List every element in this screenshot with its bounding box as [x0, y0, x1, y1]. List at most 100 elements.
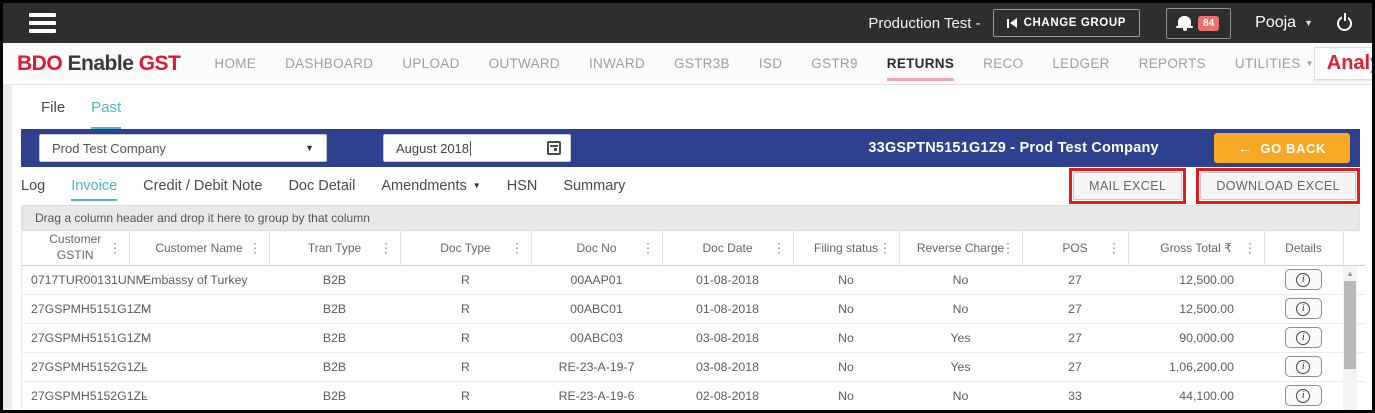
cell-doc-date: 03-08-2018: [662, 323, 793, 353]
column-menu-icon[interactable]: ⋮: [248, 240, 262, 256]
details-button[interactable]: i: [1284, 298, 1322, 319]
tab-past[interactable]: Past: [91, 99, 122, 129]
company-select[interactable]: Prod Test Company ▼: [39, 134, 327, 162]
nav-item-reco[interactable]: RECO: [983, 56, 1024, 71]
nav-item-reports[interactable]: REPORTS: [1138, 56, 1206, 71]
col-header-customer-name[interactable]: Customer Name ⋮: [129, 231, 270, 266]
cell-reverse-charge: No: [899, 381, 1022, 410]
col-header-tran-type[interactable]: Tran Type ⋮: [269, 231, 401, 266]
tab-invoice[interactable]: Invoice: [71, 178, 118, 201]
column-menu-icon[interactable]: ⋮: [878, 240, 892, 256]
table-row[interactable]: 0717TUR00131UNM Embassy of Turkey B2B R …: [22, 265, 1365, 295]
logo-enable: Enable: [67, 51, 134, 75]
tab-summary[interactable]: Summary: [563, 178, 626, 194]
power-logout-icon[interactable]: [1337, 15, 1352, 31]
table-row[interactable]: 27GSPMH5151G1ZM - B2B R 00ABC01 01-08-20…: [22, 294, 1365, 324]
nav-item-ledger[interactable]: LEDGER: [1052, 56, 1110, 71]
cell-customer-gstin: 27GSPMH5151G1ZM: [22, 294, 151, 324]
details-button[interactable]: i: [1284, 269, 1322, 290]
invoice-table: Customer GSTIN ⋮ Customer Name ⋮ Tran Type…: [22, 231, 1365, 410]
column-menu-icon[interactable]: ⋮: [1001, 240, 1015, 256]
notifications-button[interactable]: 84: [1166, 7, 1232, 39]
change-group-label: CHANGE GROUP: [1023, 17, 1127, 29]
cell-doc-type: R: [400, 265, 531, 295]
table-row[interactable]: 27GSPMH5152G1ZL - B2B R RE-23-A-19-7 03-…: [22, 352, 1365, 382]
cell-reverse-charge: Yes: [899, 352, 1022, 382]
nav-item-gstr3b[interactable]: GSTR3B: [674, 56, 730, 71]
nav-items: HOME DASHBOARD UPLOAD OUTWARD INWARD GST…: [214, 56, 1314, 81]
hamburger-menu-icon[interactable]: [29, 13, 56, 33]
col-header-doc-no[interactable]: Doc No ⋮: [531, 231, 663, 266]
column-menu-icon[interactable]: ⋮: [641, 240, 655, 256]
col-header-doc-date[interactable]: Doc Date ⋮: [662, 231, 794, 266]
cell-gross-total: 90,000.00: [1128, 323, 1264, 353]
nav-item-gstr9[interactable]: GSTR9: [811, 56, 858, 71]
nav-item-isd[interactable]: ISD: [758, 56, 783, 71]
filter-bar: Prod Test Company ▼ August 2018 33GSPTN5…: [21, 129, 1360, 167]
period-input[interactable]: August 2018: [383, 134, 571, 162]
cell-details: i: [1264, 323, 1343, 353]
column-menu-icon[interactable]: ⋮: [379, 240, 393, 256]
chevron-down-icon: ▼: [305, 142, 314, 153]
tab-amendments[interactable]: Amendments ▼: [381, 178, 481, 194]
info-icon: i: [1296, 301, 1311, 316]
group-by-drop-zone[interactable]: Drag a column header and drop it here to…: [22, 205, 1359, 231]
column-menu-icon[interactable]: ⋮: [1107, 240, 1121, 256]
table-row[interactable]: 27GSPMH5151G1ZM - B2B R 00ABC03 03-08-20…: [22, 323, 1365, 353]
tab-hsn[interactable]: HSN: [506, 178, 538, 194]
tab-credit-debit-note[interactable]: Credit / Debit Note: [143, 178, 263, 194]
column-menu-icon[interactable]: ⋮: [772, 240, 786, 256]
col-header-gross-total[interactable]: Gross Total ₹ ⋮: [1128, 231, 1265, 266]
details-button[interactable]: i: [1284, 327, 1322, 348]
column-menu-icon[interactable]: ⋮: [510, 240, 524, 256]
details-button[interactable]: i: [1284, 356, 1322, 377]
column-menu-icon[interactable]: ⋮: [1243, 240, 1257, 256]
cell-doc-type: R: [400, 381, 531, 410]
table-row[interactable]: 27GSPMH5152G1ZL - B2B R RE-23-A-19-6 02-…: [22, 381, 1365, 410]
cell-customer-name: -: [129, 352, 269, 382]
nav-item-outward[interactable]: OUTWARD: [488, 56, 560, 71]
cell-filing-status: No: [793, 352, 899, 382]
calendar-icon[interactable]: [547, 141, 561, 155]
col-header-doc-type[interactable]: Doc Type ⋮: [400, 231, 532, 266]
chevron-down-icon: ▼: [472, 181, 481, 190]
header-row: Customer GSTIN ⋮ Customer Name ⋮ Tran Type…: [22, 231, 1365, 266]
details-button[interactable]: i: [1284, 385, 1322, 406]
download-excel-button[interactable]: DOWNLOAD EXCEL: [1200, 172, 1356, 200]
topbar-right: Production Test - CHANGE GROUP 84 Pooja …: [868, 7, 1358, 39]
cell-customer-gstin: 0717TUR00131UNM: [22, 265, 146, 295]
scroll-up-icon[interactable]: ▲: [1346, 269, 1354, 278]
tab-doc-detail[interactable]: Doc Detail: [288, 178, 356, 194]
cell-details: i: [1264, 381, 1343, 410]
header-filler: [1342, 231, 1365, 266]
vertical-scrollbar[interactable]: ▲: [1343, 266, 1357, 410]
scrollbar-thumb[interactable]: [1344, 281, 1356, 369]
nav-item-upload[interactable]: UPLOAD: [402, 56, 460, 71]
cell-pos: 27: [1022, 323, 1128, 353]
go-back-button[interactable]: ← GO BACK: [1213, 133, 1350, 163]
mail-excel-button[interactable]: MAIL EXCEL: [1073, 172, 1183, 200]
cell-pos: 27: [1022, 294, 1128, 324]
user-menu[interactable]: Pooja ▼: [1255, 14, 1313, 32]
col-header-customer-gstin[interactable]: Customer GSTIN ⋮: [22, 231, 130, 266]
column-menu-icon[interactable]: ⋮: [108, 240, 122, 256]
bdo-enable-gst-logo: BDO Enable GST: [17, 51, 181, 76]
info-icon: i: [1296, 330, 1311, 345]
tab-log[interactable]: Log: [21, 178, 46, 194]
col-header-filing-status[interactable]: Filing status ⋮: [793, 231, 900, 266]
nav-item-utilities[interactable]: UTILITIES ▼: [1234, 56, 1314, 71]
change-group-button[interactable]: CHANGE GROUP: [992, 9, 1141, 37]
nav-item-dashboard[interactable]: DASHBOARD: [285, 56, 374, 71]
col-header-reverse-charge[interactable]: Reverse Charge ⋮: [899, 231, 1023, 266]
analytics-button[interactable]: Analytics: [1313, 47, 1372, 80]
info-icon: i: [1296, 272, 1311, 287]
nav-item-home[interactable]: HOME: [214, 56, 257, 71]
nav-item-inward[interactable]: INWARD: [588, 56, 646, 71]
tab-file[interactable]: File: [41, 99, 66, 116]
nav-item-returns[interactable]: RETURNS: [886, 56, 955, 81]
cell-customer-name: -: [129, 323, 269, 353]
main-navbar: BDO Enable GST HOME DASHBOARD UPLOAD OUT…: [3, 43, 1372, 85]
cell-doc-type: R: [400, 323, 531, 353]
col-header-pos[interactable]: POS ⋮: [1022, 231, 1129, 266]
